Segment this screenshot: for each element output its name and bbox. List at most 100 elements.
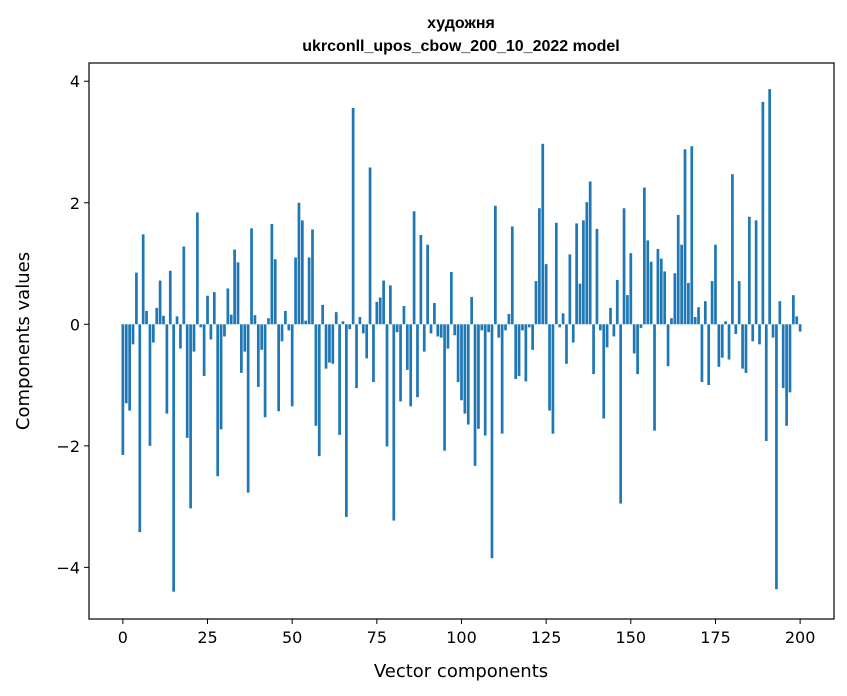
bar (500, 324, 504, 434)
bar (582, 220, 585, 325)
bar (456, 324, 460, 383)
bar (690, 146, 694, 325)
x-axis-ticks: 0 25 50 75 100 125 150 175 200 (118, 619, 816, 647)
bar (626, 295, 629, 325)
bar (466, 324, 470, 425)
bar (578, 283, 582, 325)
bar (300, 220, 304, 325)
bar (263, 324, 267, 418)
bar (548, 324, 551, 411)
x-tick-label: 100 (446, 628, 477, 647)
bar (700, 324, 704, 383)
y-tick-label: 4 (70, 72, 80, 91)
x-tick-label: 175 (700, 628, 731, 647)
bar (267, 318, 270, 325)
x-tick-label: 200 (785, 628, 816, 647)
x-axis-label: Vector components (374, 661, 548, 682)
bar (744, 324, 748, 373)
bar (399, 324, 402, 402)
bar (145, 310, 148, 325)
bar (382, 280, 385, 325)
x-tick-label: 75 (367, 628, 387, 647)
bar (124, 324, 128, 404)
bar (348, 324, 352, 330)
bar (206, 295, 209, 325)
y-tick-label: −4 (56, 558, 80, 577)
bar (297, 202, 301, 325)
bar (615, 279, 619, 325)
y-axis-ticks: −4 −2 0 2 4 (56, 72, 89, 577)
bar (795, 316, 799, 325)
bar (781, 324, 785, 389)
chart-title: художня (427, 15, 495, 32)
bar (659, 258, 663, 325)
bar (697, 307, 700, 325)
bar (639, 324, 643, 328)
bar (670, 318, 673, 325)
bar (175, 316, 179, 325)
bar (747, 216, 751, 325)
bar (128, 324, 131, 411)
bar (392, 324, 396, 521)
x-tick-label: 50 (282, 628, 302, 647)
bar (507, 313, 511, 325)
bar (226, 288, 230, 325)
bar (273, 259, 277, 325)
bar (426, 244, 429, 325)
bar (588, 181, 592, 325)
bar (687, 282, 690, 325)
bar (764, 324, 768, 441)
bar (731, 174, 734, 325)
x-tick-label: 125 (531, 628, 562, 647)
bar (487, 324, 490, 333)
bar (419, 234, 423, 325)
bar (504, 324, 507, 331)
bar (775, 324, 778, 590)
bar (317, 324, 321, 457)
bar (250, 228, 253, 325)
bar (155, 307, 159, 325)
bar (199, 324, 203, 328)
bar (345, 324, 348, 517)
bar (138, 324, 142, 533)
bar (365, 324, 369, 359)
bar (673, 273, 677, 325)
bar (229, 314, 233, 325)
bar (710, 281, 714, 325)
bar (409, 324, 413, 407)
bar (609, 307, 612, 325)
bar (246, 324, 250, 493)
bar (328, 324, 331, 363)
bar (135, 272, 138, 325)
bar (389, 285, 392, 325)
bar (595, 228, 599, 325)
bar (602, 324, 606, 419)
bar (307, 257, 311, 325)
bar (798, 324, 802, 332)
bar (714, 244, 717, 325)
bar (334, 312, 338, 325)
bar (643, 187, 646, 325)
bar (460, 324, 463, 401)
bar (636, 324, 639, 375)
bar (253, 315, 257, 325)
bar (693, 317, 697, 325)
bar (646, 240, 650, 325)
y-tick-label: 0 (70, 315, 80, 334)
bar (256, 324, 260, 387)
bar (470, 296, 474, 325)
bar (734, 324, 738, 335)
bar (612, 324, 616, 337)
bar (666, 324, 670, 367)
bar (541, 143, 545, 325)
bar (331, 324, 335, 364)
bar (453, 324, 457, 336)
bar (717, 324, 721, 367)
bar (311, 229, 314, 325)
bar (707, 324, 711, 386)
bar (287, 324, 291, 331)
bar (290, 324, 294, 407)
x-tick-label: 0 (118, 628, 128, 647)
bar (598, 324, 602, 331)
bar (355, 324, 358, 389)
